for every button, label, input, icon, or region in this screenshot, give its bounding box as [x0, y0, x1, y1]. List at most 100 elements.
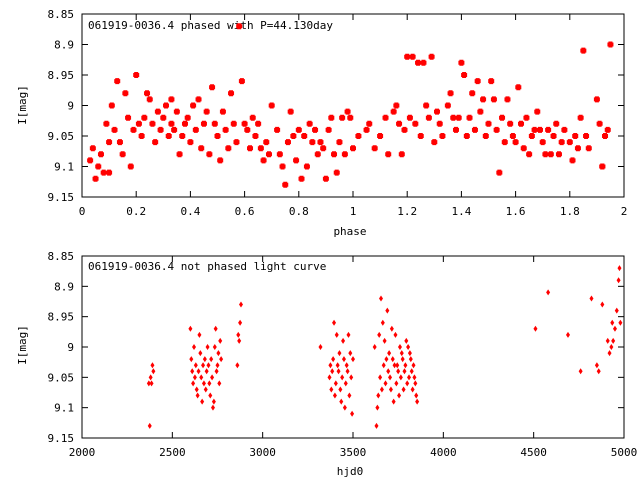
- data-point: [561, 126, 568, 133]
- data-point: [569, 157, 576, 164]
- data-point: [385, 151, 392, 158]
- data-point: [572, 133, 579, 139]
- data-point: [330, 368, 335, 375]
- x-tick-label: 0.2: [126, 205, 146, 218]
- data-point: [236, 23, 243, 30]
- data-point: [388, 386, 393, 393]
- data-point: [518, 120, 525, 127]
- data-point: [390, 356, 395, 363]
- data-point: [342, 404, 347, 411]
- data-point: [341, 337, 346, 344]
- data-point: [485, 120, 492, 127]
- data-point: [461, 72, 468, 78]
- data-point: [298, 175, 305, 182]
- data-point: [542, 151, 549, 158]
- phased-plot-title: 061919-0036.4 phased with P=44.130day: [88, 19, 333, 32]
- data-point: [410, 386, 415, 393]
- data-point: [146, 96, 153, 103]
- data-point: [339, 114, 346, 121]
- data-point: [345, 368, 350, 375]
- data-point: [274, 126, 281, 133]
- data-point: [334, 331, 339, 338]
- data-point: [507, 120, 514, 127]
- data-point: [238, 319, 243, 326]
- data-point: [490, 96, 497, 103]
- data-point: [609, 344, 614, 350]
- data-point: [607, 350, 612, 357]
- data-point: [533, 325, 538, 332]
- data-point: [257, 145, 264, 152]
- data-point: [217, 380, 222, 387]
- data-point: [168, 120, 175, 127]
- data-point: [523, 114, 530, 121]
- data-point: [149, 380, 154, 387]
- data-point: [599, 163, 606, 170]
- data-point: [331, 356, 336, 363]
- data-point: [398, 374, 403, 381]
- x-tick-label: 2500: [159, 446, 186, 459]
- y-tick-label: 8.85: [48, 8, 75, 21]
- data-point: [414, 392, 419, 399]
- data-point: [400, 356, 405, 363]
- data-point: [534, 108, 541, 115]
- x-tick-label: 3500: [340, 446, 367, 459]
- data-point: [336, 368, 341, 375]
- data-point: [408, 356, 413, 363]
- data-point: [477, 108, 484, 115]
- data-point: [130, 126, 137, 133]
- y-tick-label: 9.15: [48, 191, 75, 204]
- data-point: [420, 59, 427, 66]
- data-point: [387, 350, 392, 357]
- data-point: [192, 344, 197, 350]
- data-point: [335, 362, 340, 369]
- data-point: [415, 398, 420, 405]
- data-point: [431, 139, 438, 146]
- unphased-plot: 061919-0036.4 not phased light curve hjd…: [16, 250, 637, 478]
- data-point: [395, 362, 400, 369]
- x-tick-label: 2000: [69, 446, 96, 459]
- x-tick-label: 1: [350, 205, 357, 218]
- data-point: [173, 108, 180, 115]
- y-tick-label: 9.1: [54, 161, 74, 174]
- data-point: [493, 126, 500, 133]
- data-point: [343, 380, 348, 387]
- data-point: [150, 362, 155, 369]
- data-point: [222, 126, 229, 133]
- data-point: [336, 139, 343, 146]
- data-point: [434, 108, 441, 115]
- data-point: [555, 151, 562, 158]
- data-point: [106, 169, 113, 176]
- data-point: [528, 133, 535, 139]
- y-tick-label: 9.15: [48, 432, 75, 445]
- y-tick-label: 9.05: [48, 371, 75, 384]
- data-point: [616, 277, 621, 284]
- data-point: [209, 84, 216, 91]
- x-tick-label: 3000: [249, 446, 276, 459]
- data-point: [332, 392, 337, 399]
- data-point: [191, 380, 196, 387]
- data-point: [317, 139, 324, 146]
- data-point: [411, 362, 416, 369]
- x-tick-label: 2: [621, 205, 628, 218]
- x-tick-label: 4500: [520, 446, 547, 459]
- data-point: [237, 337, 242, 344]
- data-point: [163, 102, 170, 109]
- data-point: [284, 139, 291, 146]
- data-point: [585, 145, 592, 152]
- data-point: [404, 53, 411, 60]
- data-point: [589, 295, 594, 302]
- data-point: [149, 120, 156, 127]
- data-point: [199, 374, 204, 381]
- data-point: [168, 96, 175, 103]
- data-point: [482, 133, 489, 139]
- data-point: [338, 386, 343, 393]
- data-point: [147, 422, 152, 429]
- data-point: [201, 362, 206, 369]
- data-point: [350, 410, 355, 417]
- data-point: [92, 175, 99, 182]
- data-point: [192, 374, 197, 381]
- data-point: [279, 163, 286, 170]
- data-point: [417, 133, 424, 139]
- data-point: [225, 145, 232, 152]
- data-point: [195, 96, 202, 103]
